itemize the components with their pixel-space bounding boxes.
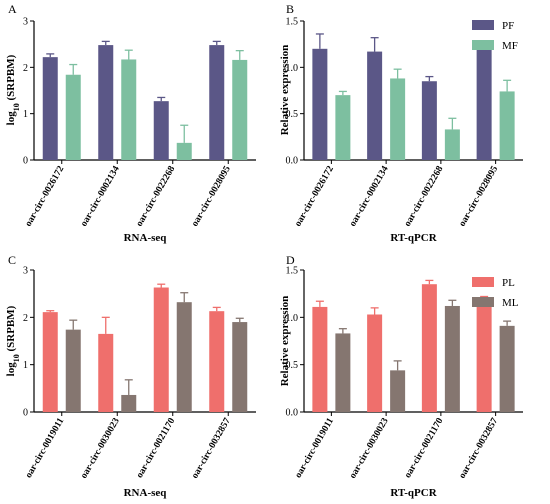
- bar-ml: [121, 394, 137, 412]
- x-tick-label: oar-circ-0021170: [403, 416, 446, 480]
- bar-pl: [476, 305, 492, 412]
- y-tick-label: 0: [23, 156, 28, 167]
- bar-ml: [176, 302, 192, 412]
- legend-label: PF: [502, 20, 514, 32]
- x-axis-title: RNA-seq: [124, 487, 168, 499]
- y-tick-label: 1.0: [286, 313, 299, 324]
- y-tick-label: 1: [23, 360, 28, 371]
- bar-ml: [444, 305, 460, 412]
- bar-pf: [367, 51, 383, 160]
- panel-b: B 0.0 0.5 1.0 1.5 oar-circ-0026172 oar-circ-00…: [279, 2, 523, 244]
- legend-swatch: [472, 277, 494, 287]
- x-tick-label: oar-circ-0022268: [403, 164, 446, 228]
- bar-pf: [312, 48, 328, 160]
- bar-ml: [499, 325, 515, 412]
- bar-pf: [153, 101, 169, 160]
- y-tick-label: 0: [23, 408, 28, 419]
- y-tick-label: 2: [23, 313, 28, 324]
- x-tick-label: oar-circ-0019011: [24, 416, 67, 480]
- bar-pf: [209, 45, 225, 160]
- bar-mf: [335, 95, 351, 160]
- panel-c: C 0 1 2 3 oar-circ-0019011 oar-circ-0030023 oar…: [5, 253, 256, 499]
- bar-mf: [499, 91, 515, 160]
- bar-mf: [444, 129, 460, 160]
- x-tick-label: oar-circ-0030023: [79, 416, 122, 480]
- x-tick-label: oar-circ-0028095: [458, 164, 501, 228]
- legend-swatch: [472, 297, 494, 307]
- y-axis-title: log10 (SRPBM): [5, 54, 21, 125]
- bar-mf: [65, 74, 81, 160]
- x-tick-label: oar-circ-0026172: [24, 164, 67, 228]
- bar-ml: [335, 333, 351, 412]
- bar-pl: [153, 287, 169, 412]
- y-tick-label: 3: [23, 266, 28, 277]
- panel-letter: B: [286, 2, 294, 16]
- y-axis-title: Relative expression: [279, 45, 291, 136]
- bar-pl: [367, 314, 383, 412]
- x-tick-label: oar-circ-0026172: [293, 164, 336, 228]
- y-tick-label: 1.5: [286, 266, 299, 277]
- bar-ml: [232, 322, 248, 412]
- legend-swatch: [472, 40, 494, 50]
- panel-letter: A: [8, 2, 17, 16]
- y-tick-label: 0.5: [286, 109, 299, 120]
- y-tick-label: 1.0: [286, 63, 299, 74]
- y-tick-label: 2: [23, 63, 28, 74]
- bar-mf: [390, 78, 406, 160]
- bar-ml: [390, 370, 406, 412]
- legend: PL ML: [472, 277, 519, 309]
- bar-pf: [98, 45, 114, 160]
- bar-mf: [121, 59, 137, 160]
- x-axis-title: RT-qPCR: [390, 487, 437, 499]
- x-tick-label: oar-circ-0028095: [190, 164, 233, 228]
- legend-label: PL: [502, 277, 515, 289]
- legend-swatch: [472, 20, 494, 30]
- x-tick-label: oar-circ-0032857: [458, 416, 501, 480]
- x-tick-label: oar-circ-0002134: [79, 164, 122, 228]
- y-axis-title: log10 (SRPBM): [5, 305, 21, 376]
- y-axis-title: Relative expression: [279, 296, 291, 387]
- x-tick-label: oar-circ-0022268: [135, 164, 178, 228]
- panel-letter: C: [8, 253, 16, 267]
- x-tick-label: oar-circ-0019011: [294, 416, 337, 480]
- x-tick-label: oar-circ-0021170: [135, 416, 178, 480]
- bar-pf: [42, 57, 58, 160]
- y-tick-label: 0.0: [286, 156, 299, 167]
- panel-d: D 0.0 0.5 1.0 1.5 oar-circ-0019011 oar-circ-00…: [279, 253, 523, 499]
- bar-pl: [312, 306, 328, 412]
- bar-pf: [421, 81, 437, 160]
- y-tick-label: 0.0: [286, 408, 299, 419]
- panel-a: A 0 1 2 3 oar-circ-0026172 oar-circ-0002134 oar…: [5, 2, 256, 244]
- bar-pl: [98, 333, 114, 412]
- bar-ml: [65, 329, 81, 412]
- legend: PF MF: [472, 20, 518, 52]
- y-tick-label: 1: [23, 109, 28, 120]
- x-tick-label: oar-circ-0002134: [348, 164, 391, 228]
- bar-mf: [232, 59, 248, 160]
- y-tick-label: 1.5: [286, 17, 299, 28]
- y-tick-label: 3: [23, 17, 28, 28]
- x-tick-label: oar-circ-0030023: [348, 416, 391, 480]
- x-axis-title: RNA-seq: [124, 232, 168, 244]
- legend-label: MF: [502, 40, 518, 52]
- legend-label: ML: [502, 297, 519, 309]
- bar-mf: [176, 142, 192, 160]
- x-tick-label: oar-circ-0032857: [190, 416, 233, 480]
- y-tick-label: 0.5: [286, 360, 299, 371]
- x-axis-title: RT-qPCR: [390, 232, 437, 244]
- bar-pl: [42, 312, 58, 412]
- bar-pl: [209, 311, 225, 412]
- bar-pf: [476, 48, 492, 160]
- panel-letter: D: [286, 253, 295, 267]
- bar-pl: [421, 284, 437, 412]
